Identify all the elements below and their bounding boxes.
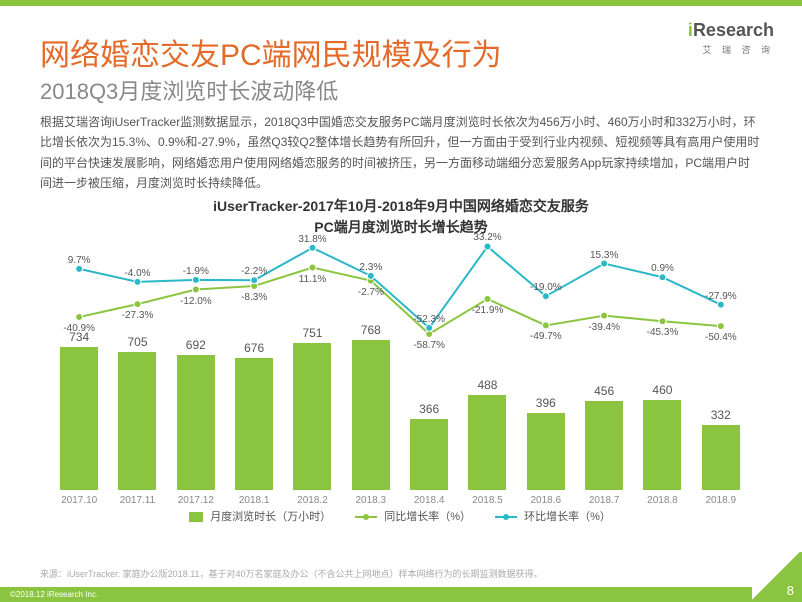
chart-line-labels: 9.7%-40.9%-4.0%-27.3%-1.9%-12.0%-2.2%-8.…	[50, 240, 750, 340]
x-label: 2017.12	[168, 495, 224, 506]
legend-swatch-bar	[189, 512, 203, 522]
x-label: 2018.5	[459, 495, 515, 506]
x-label: 2018.6	[518, 495, 574, 506]
chart-legend: 月度浏览时长（万小时） 同比增长率（%） 环比增长率（%）	[50, 508, 750, 524]
x-label: 2018.7	[576, 495, 632, 506]
bar: 332	[693, 408, 749, 490]
source-note: 来源：iUserTracker. 家庭办公版2018.11，基于对40万名家庭及…	[40, 567, 543, 580]
bar: 396	[518, 396, 574, 490]
combo-chart: 9.7%-40.9%-4.0%-27.3%-1.9%-12.0%-2.2%-8.…	[50, 240, 750, 530]
footer-bar: ©2018.12 iResearch Inc.	[0, 587, 752, 602]
legend-bar: 月度浏览时长（万小时）	[189, 508, 331, 524]
page-number: 8	[787, 583, 794, 598]
brand-logo: iResearch 艾 瑞 咨 询	[688, 20, 774, 56]
bar: 366	[401, 402, 457, 490]
x-label: 2018.2	[284, 495, 340, 506]
bar: 768	[343, 323, 399, 490]
page-number-corner: 8	[752, 552, 802, 602]
bar: 456	[576, 384, 632, 490]
bar: 705	[109, 335, 165, 490]
legend-swatch-mom	[495, 516, 517, 518]
x-label: 2017.11	[109, 495, 165, 506]
legend-mom: 环比增长率（%）	[495, 508, 611, 524]
x-label: 2018.8	[634, 495, 690, 506]
bar: 676	[226, 341, 282, 490]
bar: 692	[168, 338, 224, 490]
legend-yoy: 同比增长率（%）	[355, 508, 471, 524]
x-label: 2018.9	[693, 495, 749, 506]
x-label: 2017.10	[51, 495, 107, 506]
logo-subtext: 艾 瑞 咨 询	[688, 43, 774, 56]
chart-bars: 734705692676751768366488396456460332	[50, 330, 750, 490]
x-label: 2018.1	[226, 495, 282, 506]
header-accent-bar	[0, 0, 802, 6]
bar: 460	[634, 383, 690, 490]
bar: 488	[459, 378, 515, 490]
chart-xaxis: 2017.102017.112017.122018.12018.22018.32…	[50, 495, 750, 506]
bar: 751	[284, 326, 340, 490]
x-label: 2018.4	[401, 495, 457, 506]
page-subtitle: 2018Q3月度浏览时长波动降低	[40, 74, 338, 106]
logo-text: iResearch	[688, 20, 774, 41]
body-paragraph: 根据艾瑞咨询iUserTracker监测数据显示，2018Q3中国婚恋交友服务P…	[40, 112, 762, 194]
page-title: 网络婚恋交友PC端网民规模及行为	[40, 30, 502, 74]
chart-title: iUserTracker-2017年10月-2018年9月中国网络婚恋交友服务 …	[0, 196, 802, 238]
x-label: 2018.3	[343, 495, 399, 506]
legend-swatch-yoy	[355, 516, 377, 518]
bar: 734	[51, 330, 107, 490]
